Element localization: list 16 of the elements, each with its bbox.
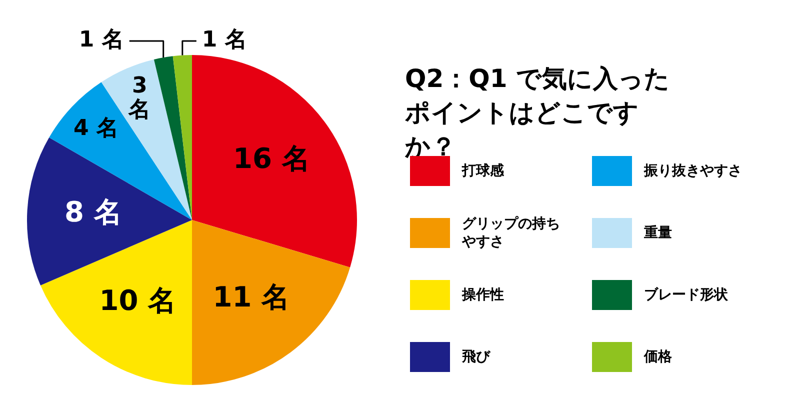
data-label: 3 名 — [128, 74, 151, 123]
data-label: 4 名 — [74, 116, 118, 142]
legend-label: 振り抜きやすさ — [644, 162, 742, 180]
data-label: 8 名 — [64, 196, 122, 229]
data-label: 11 名 — [212, 280, 290, 314]
data-label: 10 名 — [99, 284, 176, 317]
data-label: 1 名 — [202, 28, 247, 53]
legend-label: 操作性 — [462, 286, 504, 304]
legend-label: 重量 — [644, 224, 672, 242]
data-label: 1 名 — [78, 28, 124, 53]
legend-label: 価格 — [644, 348, 672, 366]
legend-label: グリップの持ちやすさ — [462, 215, 561, 251]
legend-label: 打球感 — [462, 162, 504, 180]
legend-label: 飛び — [462, 348, 490, 366]
data-label: 16 名 — [233, 142, 310, 176]
legend-label: ブレード形状 — [644, 286, 728, 304]
